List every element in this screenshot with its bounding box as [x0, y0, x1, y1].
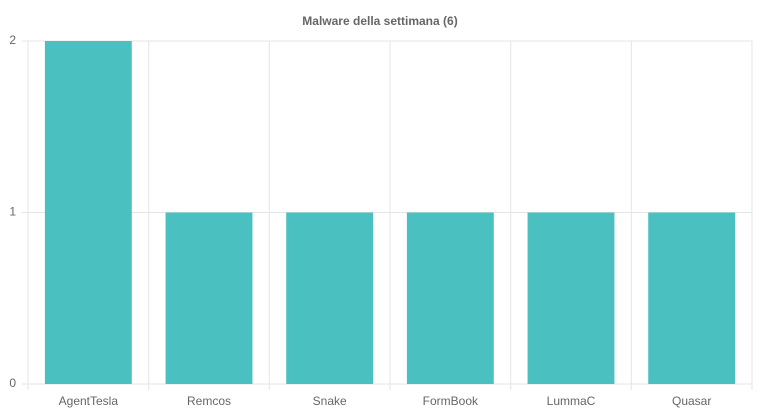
bar: [527, 212, 615, 384]
y-tick-label: 1: [9, 205, 16, 219]
x-tick-label: FormBook: [423, 394, 479, 408]
x-tick-label: Snake: [313, 394, 347, 408]
y-tick-label: 2: [9, 33, 16, 47]
x-tick-label: LummaC: [547, 394, 596, 408]
bar: [286, 212, 374, 384]
y-tick-label: 0: [9, 376, 16, 390]
bar: [406, 212, 494, 384]
bar: [44, 41, 132, 384]
bar: [165, 212, 253, 384]
x-tick-label: Remcos: [187, 394, 231, 408]
x-tick-label: AgentTesla: [59, 394, 119, 408]
chart-title: Malware della settimana (6): [302, 14, 457, 28]
bar: [648, 212, 736, 384]
x-tick-label: Quasar: [672, 394, 711, 408]
